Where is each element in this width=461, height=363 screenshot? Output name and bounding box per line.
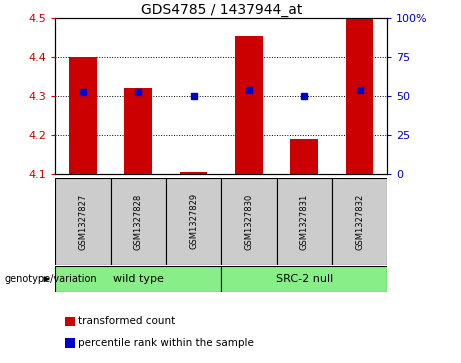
Text: GSM1327831: GSM1327831 (300, 193, 309, 249)
Text: GSM1327832: GSM1327832 (355, 193, 364, 249)
Bar (166, 178, 221, 265)
Bar (180, 171, 207, 174)
Bar (124, 88, 152, 174)
Bar (69, 57, 97, 174)
Bar (55, 178, 111, 265)
Bar (221, 266, 387, 292)
Bar (235, 36, 263, 174)
Bar (221, 178, 277, 265)
Title: GDS4785 / 1437944_at: GDS4785 / 1437944_at (141, 3, 302, 17)
Bar (55, 266, 221, 292)
Bar (111, 178, 166, 265)
Text: GSM1327830: GSM1327830 (244, 193, 254, 249)
Bar (346, 18, 373, 174)
Text: wild type: wild type (113, 274, 164, 284)
Text: SRC-2 null: SRC-2 null (276, 274, 333, 284)
Text: percentile rank within the sample: percentile rank within the sample (78, 338, 254, 348)
Bar (332, 178, 387, 265)
Text: transformed count: transformed count (78, 316, 176, 326)
Text: genotype/variation: genotype/variation (5, 274, 97, 284)
Text: GSM1327827: GSM1327827 (78, 193, 88, 249)
Text: GSM1327829: GSM1327829 (189, 193, 198, 249)
Text: GSM1327828: GSM1327828 (134, 193, 143, 249)
Bar (290, 139, 318, 174)
Bar (277, 178, 332, 265)
